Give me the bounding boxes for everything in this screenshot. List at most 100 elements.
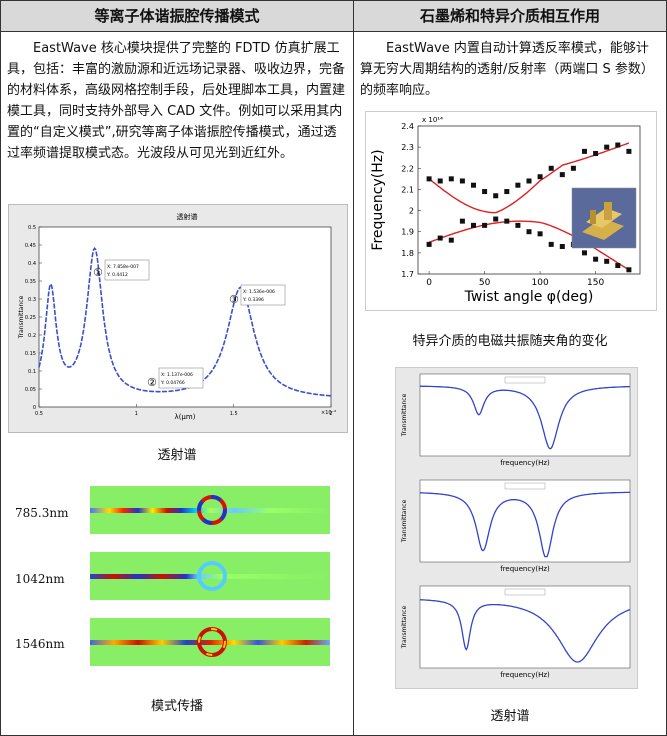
marker-2-box xyxy=(158,367,204,389)
freq-data-point xyxy=(504,189,510,195)
mode-image-3 xyxy=(90,618,330,666)
trans-panel-curve xyxy=(420,385,630,450)
freq-data-point xyxy=(570,165,576,171)
spectrum-ytick-label: 0.15 xyxy=(25,351,36,357)
spectrum-curve xyxy=(38,246,332,397)
freq-data-point xyxy=(482,222,488,228)
trans-panel-3: Transmittance frequency(Hz) xyxy=(401,585,631,679)
freq-data-point xyxy=(548,241,554,247)
spectrum-ylabel: Transmittance xyxy=(18,295,25,339)
freq-ytick-label: 2.2 xyxy=(401,164,414,173)
marker-2-x: X: 1.137e-006 xyxy=(161,372,193,378)
freq-svg: x 10¹⁴ Frequency(Hz) Twist angle φ(deg) … xyxy=(370,116,641,305)
trans-figure: Transmittance frequency(Hz) Transmittance f… xyxy=(395,367,638,689)
freq-xlabel: Twist angle φ(deg) xyxy=(464,289,594,305)
column-divider xyxy=(353,1,354,735)
freq-data-point xyxy=(537,174,543,180)
trans-panel-2: Transmittance frequency(Hz) xyxy=(401,479,631,573)
freq-data-point xyxy=(582,250,587,256)
spectrum-ytick-label: 0.4 xyxy=(28,261,36,267)
freq-data-point xyxy=(593,150,599,156)
trans-panel-curve xyxy=(420,491,631,558)
mode-image-2 xyxy=(90,552,330,600)
freq-ytick-label: 1.9 xyxy=(401,228,414,237)
spectrum-ytick-label: 0.1 xyxy=(28,369,36,375)
freq-data-point xyxy=(604,258,610,264)
marker-2-num: ② xyxy=(147,376,157,389)
freq-figure: x 10¹⁴ Frequency(Hz) Twist angle φ(deg) … xyxy=(365,111,657,311)
spectrum-ytick-label: 0.35 xyxy=(25,279,36,285)
trans-panel-legend xyxy=(504,588,546,596)
left-title: 等离子体谐振腔传播模式 xyxy=(94,7,260,25)
freq-ytick-label: 1.7 xyxy=(401,270,414,279)
mode-label-2: 1042nm xyxy=(15,572,65,586)
right-paragraph: EastWave 内置自动计算透反率模式，能够计算无穷大周期结构的透射/反射率（… xyxy=(360,41,654,98)
marker-3-num: ③ xyxy=(229,293,239,306)
freq-ytick-label: 2.1 xyxy=(401,185,414,194)
marker-3: ③ X: 1.536e-006 Y: 0.3396 xyxy=(229,284,286,306)
freq-data-point xyxy=(493,216,499,222)
inset-model-image xyxy=(571,187,637,249)
freq-data-point xyxy=(493,193,499,199)
marker-3-box xyxy=(240,284,286,306)
freq-data-point xyxy=(515,222,521,228)
freq-data-point xyxy=(437,235,443,241)
trans-panel-ylabel: Transmittance xyxy=(401,393,408,437)
freq-data-point xyxy=(426,241,432,247)
spectrum-caption: 透射谱 xyxy=(157,448,197,463)
freq-data-point xyxy=(448,237,454,243)
marker-2-y: Y: 0.04766 xyxy=(160,380,185,386)
freq-caption: 特异介质的电磁共振随夹角的变化 xyxy=(412,334,608,349)
mode-field-images xyxy=(90,486,330,666)
trans-panel-box xyxy=(419,479,631,563)
freq-data-point xyxy=(471,222,476,228)
freq-data-point xyxy=(604,144,610,150)
spectrum-svg: 透射谱 Transmittance λ(μm) ×10⁻⁶ 0.5 0.45 0.4… xyxy=(18,212,336,421)
spectrum-ytick-label: 0.25 xyxy=(25,315,36,321)
freq-data-point xyxy=(537,231,543,237)
left-header: 等离子体谐振腔传播模式 xyxy=(1,1,353,32)
spectrum-xlabel: λ(μm) xyxy=(175,413,196,421)
spectrum-ytick-label: 0.45 xyxy=(25,243,36,249)
right-title: 石墨烯和特异介质相互作用 xyxy=(419,7,600,25)
marker-3-y: Y: 0.3396 xyxy=(242,297,264,303)
trans-panel-ylabel: Transmittance xyxy=(401,605,408,649)
spectrum-xscale: ×10⁻⁶ xyxy=(321,410,336,416)
freq-data-point xyxy=(482,189,488,195)
right-header: 石墨烯和特异介质相互作用 xyxy=(354,1,666,32)
marker-1: ① X: 7.858e-007 Y: 0.4412 xyxy=(93,259,150,281)
spectrum-xtick-label: 2 xyxy=(329,411,332,417)
spectrum-ytick-label: 0.05 xyxy=(25,387,36,393)
spectrum-figure: 透射谱 Transmittance λ(μm) ×10⁻⁶ 0.5 0.45 0.4… xyxy=(8,204,348,433)
freq-exponent: x 10¹⁴ xyxy=(422,116,443,124)
freq-ytick-label: 2 xyxy=(409,207,414,216)
freq-ylabel: Frequency(Hz) xyxy=(370,149,386,250)
freq-data-point xyxy=(559,244,565,250)
freq-data-point xyxy=(626,267,632,273)
freq-data-point xyxy=(615,142,621,148)
trans-panel-ylabel: Transmittance xyxy=(401,499,408,543)
freq-data-point xyxy=(559,172,565,178)
spectrum-chart-title: 透射谱 xyxy=(177,212,198,221)
freq-xtick-label: 0 xyxy=(426,278,432,288)
freq-data-point xyxy=(526,229,532,235)
freq-data-point xyxy=(515,182,521,188)
spectrum-ytick-label: 0.3 xyxy=(28,297,36,303)
spectrum-ytick-label: 0.5 xyxy=(28,225,36,231)
freq-data-point xyxy=(459,218,465,224)
freq-data-point xyxy=(504,218,510,224)
spectrum-xtick-label: 1.5 xyxy=(230,411,238,417)
spectrum-ytick-label: 0 xyxy=(33,405,36,411)
mode-image-1 xyxy=(90,486,330,534)
freq-data-point xyxy=(615,263,621,269)
trans-panel-xlabel: frequency(Hz) xyxy=(500,565,550,573)
freq-data-point xyxy=(448,176,454,182)
mode-caption: 模式传播 xyxy=(150,699,203,714)
trans-panel-1: Transmittance frequency(Hz) xyxy=(401,373,631,467)
freq-data-point xyxy=(471,182,476,188)
marker-1-box xyxy=(104,259,150,281)
freq-ytick-label: 1.8 xyxy=(401,249,414,258)
trans-panel-legend xyxy=(504,482,546,490)
trans-panel-box xyxy=(419,585,631,669)
